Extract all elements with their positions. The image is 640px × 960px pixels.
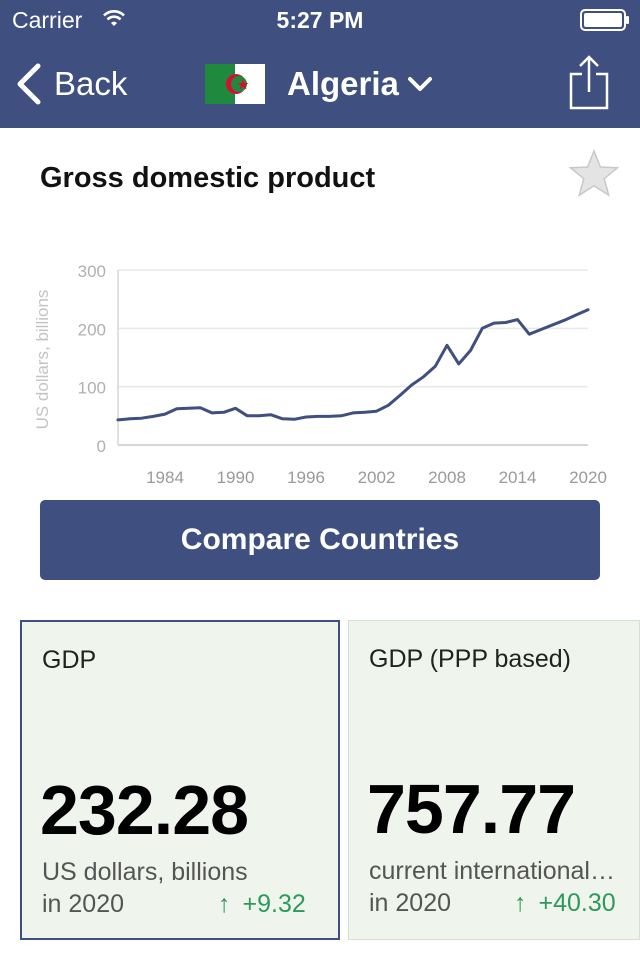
share-icon[interactable] [568, 54, 610, 112]
y-tick-label: 200 [78, 320, 106, 339]
card-label: GDP (PPP based) [369, 645, 571, 673]
chevron-left-icon [17, 63, 41, 105]
card-change-value: +40.30 [538, 889, 616, 917]
x-tick-label: 2020 [569, 468, 607, 487]
x-tick-label: 1990 [217, 468, 255, 487]
y-tick-label: 100 [78, 379, 106, 398]
clock: 5:27 PM [276, 7, 364, 33]
card-change: ↑ +40.30 [514, 889, 616, 918]
country-selector[interactable]: Algeria [205, 63, 433, 105]
x-tick-label: 2002 [358, 468, 396, 487]
up-arrow-icon: ↑ [218, 890, 231, 918]
up-arrow-icon: ↑ [514, 889, 527, 917]
card-label: GDP [42, 646, 97, 674]
card-unit: current international… [369, 857, 615, 885]
indicator-card-gdp-ppp[interactable]: GDP (PPP based) 757.77 current internati… [348, 620, 640, 940]
wifi-icon [103, 10, 125, 26]
x-tick-label: 1996 [287, 468, 325, 487]
y-axis-label: US dollars, billions [33, 290, 52, 430]
y-tick-label: 0 [97, 437, 106, 456]
card-year: in 2020 [42, 890, 125, 918]
card-value: 757.77 [367, 770, 576, 848]
card-year: in 2020 [369, 889, 452, 917]
card-unit: US dollars, billions [42, 858, 248, 886]
y-tick-label: 300 [78, 262, 106, 281]
star-icon[interactable] [568, 148, 620, 200]
top-bar: Carrier 5:27 PM Back [0, 0, 640, 128]
gdp-line-chart: 0 100 200 300 1984 1990 1996 2002 2008 2014 2020 US… [33, 262, 607, 487]
card-change: ↑ +9.32 [218, 890, 306, 919]
card-value: 232.28 [40, 771, 249, 849]
indicator-card-gdp[interactable]: GDP 232.28 US dollars, billions in 2020 … [20, 620, 340, 940]
battery-icon [580, 9, 629, 31]
indicator-title: Gross domestic product [40, 162, 376, 194]
compare-countries-button[interactable]: Compare Countries [40, 500, 600, 580]
chevron-down-icon [407, 77, 432, 91]
card-change-value: +9.32 [242, 890, 306, 918]
navigation-bar: Back Algeria [0, 40, 640, 128]
back-label: Back [54, 65, 128, 102]
x-tick-label: 1984 [146, 468, 184, 487]
back-button[interactable]: Back [14, 62, 127, 106]
status-bar: Carrier 5:27 PM [0, 0, 640, 40]
carrier-label: Carrier [12, 7, 83, 33]
algeria-flag-icon [205, 64, 265, 104]
x-tick-label: 2008 [428, 468, 466, 487]
x-tick-label: 2014 [499, 468, 537, 487]
country-name: Algeria [287, 65, 399, 102]
series-line [116, 308, 590, 422]
